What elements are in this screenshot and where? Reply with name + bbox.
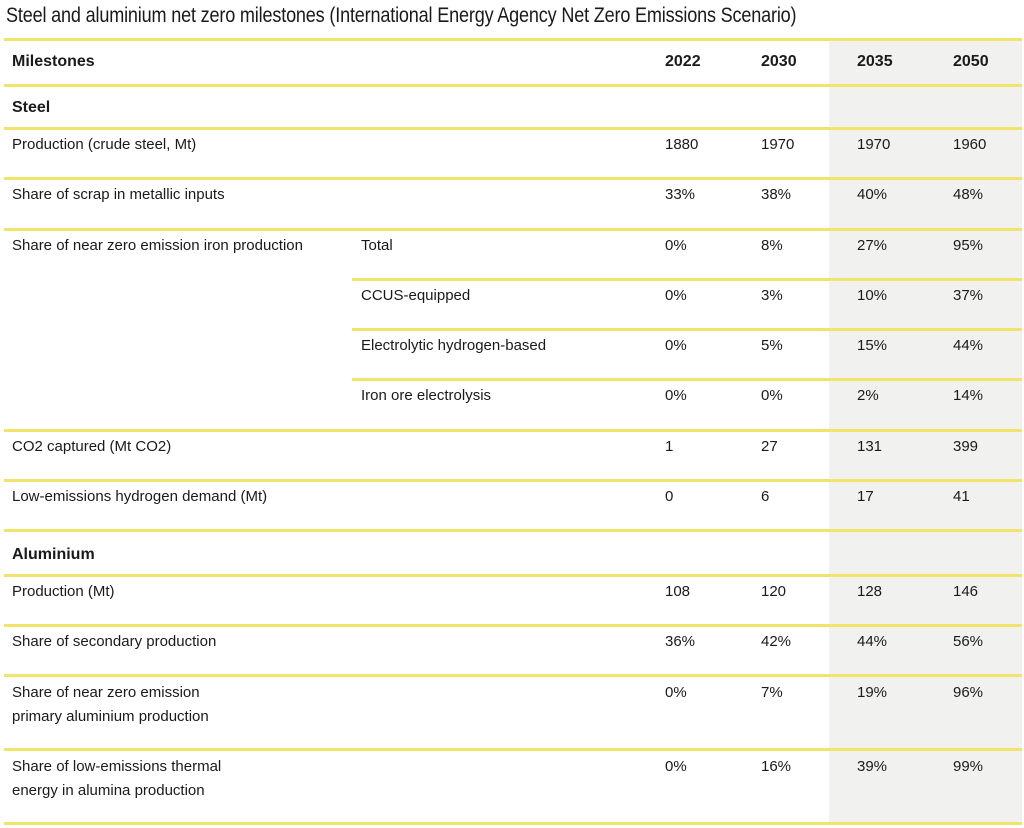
header-milestones: Milestones (12, 53, 95, 70)
divider (4, 574, 1022, 577)
cell-2030: 16% (761, 758, 792, 775)
row-label: Share of near zero emission iron product… (12, 237, 303, 254)
row-label: Low-emissions hydrogen demand (Mt) (12, 488, 268, 505)
cell-2050: 96% (953, 684, 984, 701)
row-sublabel: CCUS-equipped (361, 287, 471, 304)
cell-2030: 0% (761, 387, 783, 404)
divider (352, 278, 1022, 281)
row-label: Share of low-emissions thermal energy in… (12, 758, 222, 799)
row-sublabel: Total (361, 237, 393, 254)
cell-2030: 3% (761, 287, 783, 304)
cell-2022: 33% (665, 186, 696, 203)
cell-2035: 17 (857, 488, 874, 505)
cell-2050: 399 (953, 438, 979, 455)
cell-2050: 44% (953, 337, 984, 354)
divider (4, 429, 1022, 432)
header-year-2030: 2030 (761, 53, 797, 70)
cell-2050: 41 (953, 488, 970, 505)
cell-2050: 14% (953, 387, 984, 404)
cell-2050: 37% (953, 287, 984, 304)
row-sublabel: Iron ore electrolysis (361, 387, 492, 404)
cell-2035: 131 (857, 438, 883, 455)
cell-2022: 0% (665, 758, 687, 775)
cell-2050: 95% (953, 237, 984, 254)
divider (4, 228, 1022, 231)
cell-2050: 99% (953, 758, 984, 775)
row-label: CO2 captured (Mt CO2) (12, 438, 172, 455)
cell-2035: 128 (857, 583, 883, 600)
section-steel: Steel (12, 99, 51, 116)
cell-2035: 10% (857, 287, 888, 304)
cell-2030: 5% (761, 337, 783, 354)
cell-2030: 42% (761, 633, 792, 650)
cell-2030: 7% (761, 684, 783, 701)
row-label: Production (Mt) (12, 583, 115, 600)
cell-2050: 56% (953, 633, 984, 650)
divider (4, 748, 1022, 751)
cell-2022: 1 (665, 438, 674, 455)
divider (4, 38, 1022, 41)
cell-2022: 0 (665, 488, 674, 505)
divider (4, 529, 1022, 532)
row-label: Share of scrap in metallic inputs (12, 186, 225, 203)
cell-2022: 108 (665, 583, 691, 600)
cell-2035: 19% (857, 684, 888, 701)
row-sublabel: Electrolytic hydrogen-based (361, 337, 547, 354)
highlight-column-shade (829, 40, 1022, 825)
cell-2035: 27% (857, 237, 888, 254)
cell-2022: 0% (665, 337, 687, 354)
table-title: Steel and aluminium net zero milestones … (6, 4, 797, 27)
row-label: Share of secondary production (12, 633, 217, 650)
section-aluminium: Aluminium (12, 546, 95, 563)
cell-2022: 0% (665, 287, 687, 304)
cell-2022: 0% (665, 387, 687, 404)
header-year-2035: 2035 (857, 53, 893, 70)
cell-2050: 146 (953, 583, 979, 600)
cell-2050: 48% (953, 186, 984, 203)
cell-2030: 120 (761, 583, 787, 600)
divider (352, 378, 1022, 381)
cell-2035: 2% (857, 387, 879, 404)
cell-2035: 40% (857, 186, 888, 203)
divider (4, 822, 1022, 825)
row-label: Production (crude steel, Mt) (12, 136, 197, 153)
divider (4, 177, 1022, 180)
cell-2035: 1970 (857, 136, 891, 153)
divider (4, 127, 1022, 130)
cell-2022: 0% (665, 684, 687, 701)
header-year-2050: 2050 (953, 53, 989, 70)
cell-2022: 36% (665, 633, 696, 650)
divider (4, 479, 1022, 482)
divider (4, 84, 1022, 87)
cell-2030: 38% (761, 186, 792, 203)
row-label: Share of near zero emission primary alum… (12, 684, 209, 725)
divider (4, 624, 1022, 627)
cell-2035: 44% (857, 633, 888, 650)
cell-2022: 1880 (665, 136, 699, 153)
cell-2030: 6 (761, 488, 770, 505)
cell-2030: 8% (761, 237, 783, 254)
divider (352, 328, 1022, 331)
header-year-2022: 2022 (665, 53, 701, 70)
cell-2035: 39% (857, 758, 888, 775)
cell-2050: 1960 (953, 136, 987, 153)
cell-2030: 1970 (761, 136, 795, 153)
cell-2035: 15% (857, 337, 888, 354)
cell-2030: 27 (761, 438, 778, 455)
cell-2022: 0% (665, 237, 687, 254)
divider (4, 674, 1022, 677)
